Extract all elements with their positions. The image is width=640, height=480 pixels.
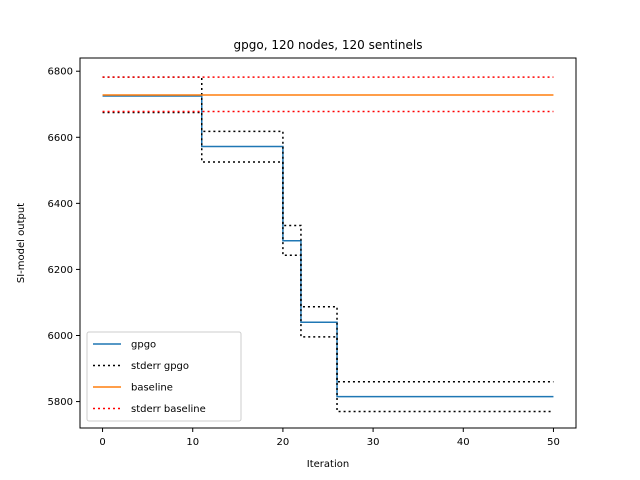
- legend-label: gpgo: [131, 340, 156, 351]
- legend-label: baseline: [131, 383, 173, 394]
- x-tick-label: 50: [547, 437, 560, 448]
- x-tick-label: 40: [457, 437, 470, 448]
- y-tick-label: 6400: [48, 199, 73, 210]
- y-axis: 5800 6000 6200 6400 6600 6800: [48, 67, 80, 408]
- x-tick-label: 0: [99, 437, 105, 448]
- y-tick-label: 6000: [48, 331, 73, 342]
- legend: gpgo stderr gpgo baseline stderr baseline: [86, 331, 242, 422]
- chart-title: gpgo, 120 nodes, 120 sentinels: [234, 38, 423, 52]
- x-tick-label: 20: [277, 437, 290, 448]
- legend-label: stderr baseline: [131, 404, 206, 415]
- legend-box: [86, 331, 242, 422]
- y-tick-label: 6800: [48, 67, 73, 78]
- plot-lines: [102, 76, 554, 413]
- x-axis: 0 10 20 30 40 50: [99, 428, 560, 448]
- x-axis-label: Iteration: [307, 459, 349, 470]
- x-tick-label: 10: [186, 437, 199, 448]
- y-axis-label: SI-model output: [16, 203, 27, 283]
- plot-frame: [79, 57, 577, 429]
- y-tick-label: 5800: [48, 397, 73, 408]
- x-tick-label: 30: [367, 437, 380, 448]
- y-tick-label: 6200: [48, 265, 73, 276]
- y-tick-label: 6600: [48, 133, 73, 144]
- legend-label: stderr gpgo: [131, 361, 189, 372]
